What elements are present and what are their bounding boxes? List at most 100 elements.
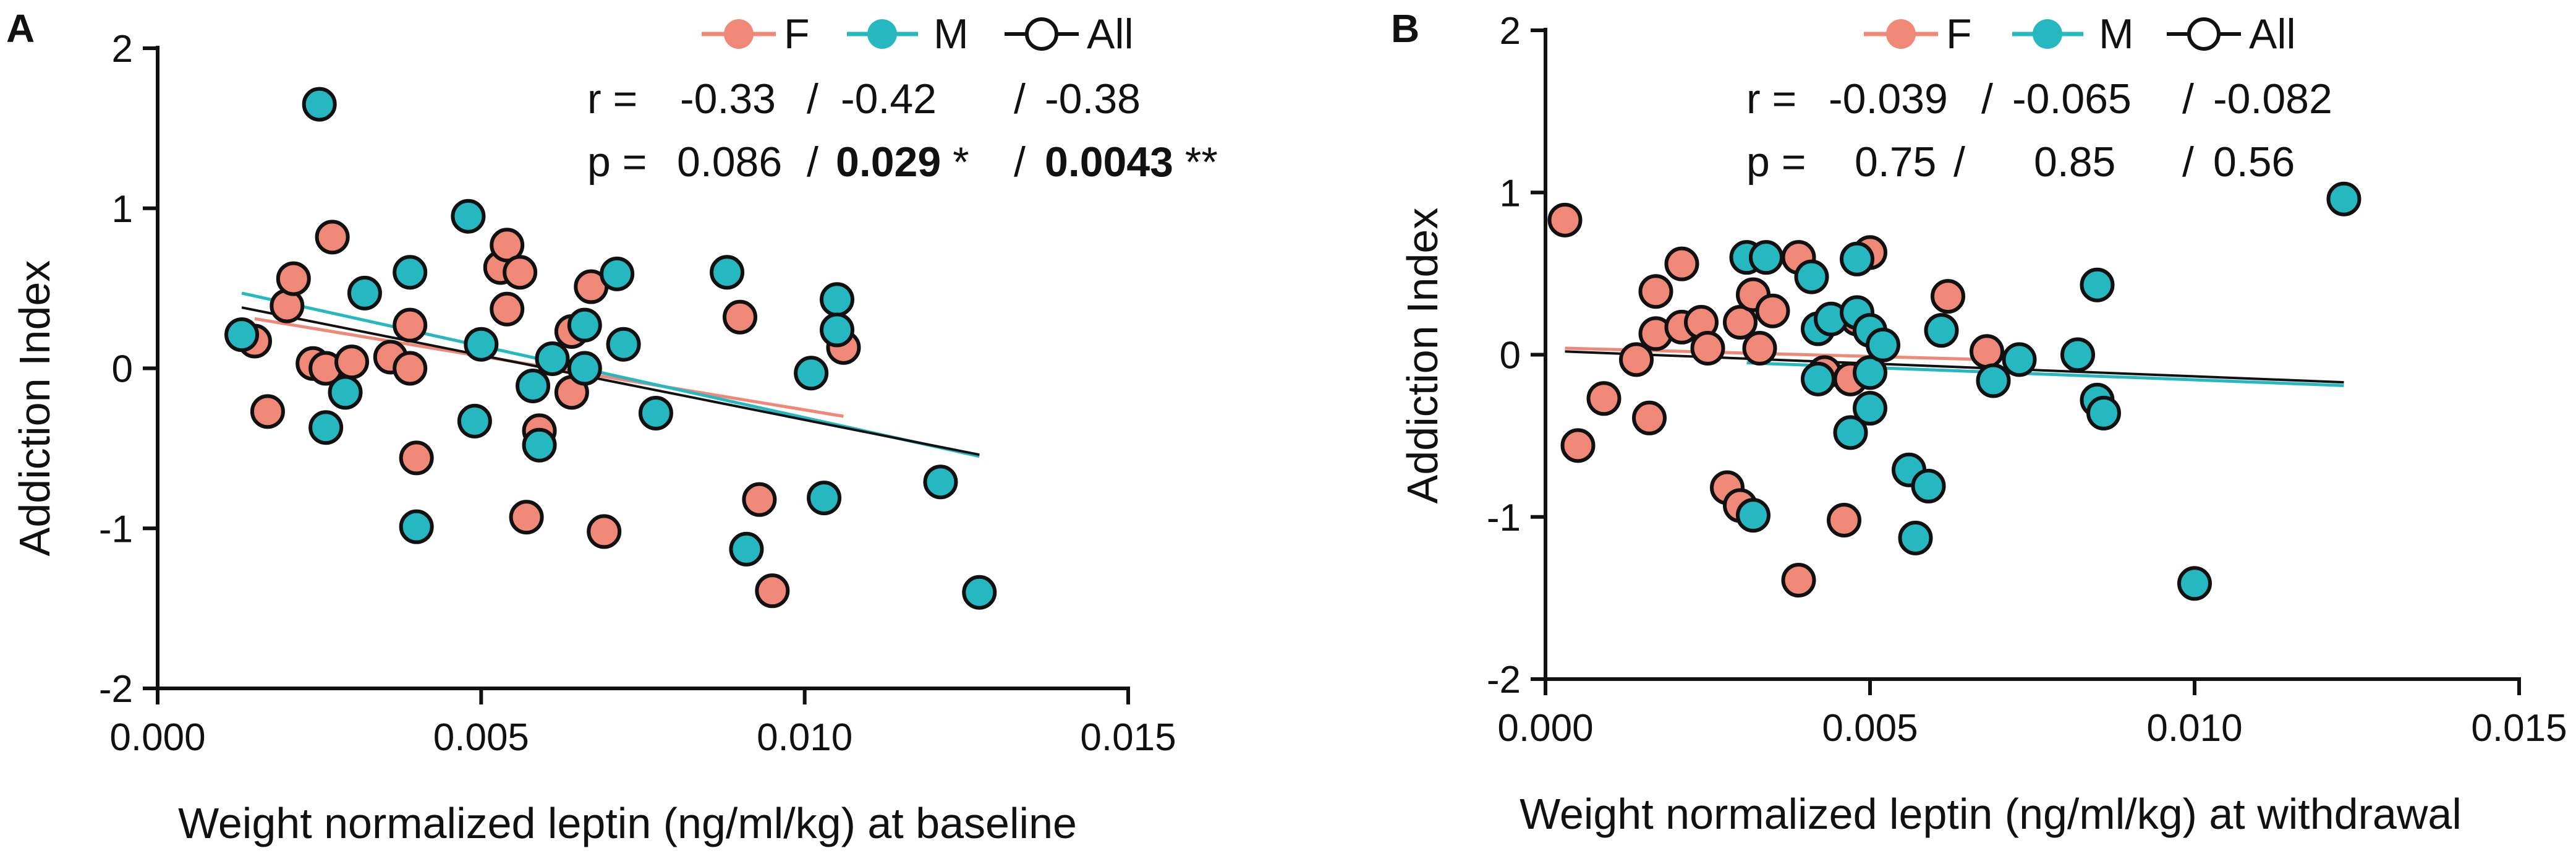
point-f-b [1632,400,1667,435]
point-m-a [457,403,492,439]
r-sep1-a: / [807,75,818,122]
point-m-b [1794,259,1829,294]
x-tick-label-a: 0.000 [109,716,205,759]
point-f-b [1931,279,1965,314]
y-tick-label-a: 1 [112,188,133,231]
y-axis-title-a: Addiction Index [11,260,59,557]
legend-marker-f-b [1886,19,1916,49]
x-tick-label-a: 0.005 [433,716,529,759]
y-tick-label-a: 0 [112,348,133,391]
point-m-b [1853,391,1887,426]
p-value-f-a: 0.086 [677,139,782,186]
point-f-b [1690,331,1725,366]
point-m-a [393,255,428,290]
y-tick-label-b: 0 [1500,335,1521,377]
r-value-all-a: -0.38 [1045,75,1141,122]
point-m-a [516,368,551,403]
p-sep1-a: / [807,139,818,186]
r-value-all-b: -0.082 [2213,75,2332,122]
point-m-b [2002,342,2037,377]
x-axis-title-b: Weight normalized leptin (ng/ml/kg) at w… [1520,790,2462,838]
point-m-b [1898,520,1933,555]
point-m-b [1853,355,1887,390]
panel-letter-a: A [6,6,35,51]
point-f-b [1781,563,1816,598]
point-m-a [606,327,641,362]
x-tick-label-b: 0.005 [1822,707,1918,750]
r-prefix-b: r = [1746,75,1796,122]
p-value-all-b: 0.56 [2213,139,2295,186]
point-f-b [1619,342,1654,377]
point-f-a [587,514,622,549]
point-f-a [399,440,434,476]
point-m-a [224,317,260,353]
point-f-b [1742,331,1777,366]
legend-marker-all [1025,17,1058,51]
panel-a: A 2 1 0 -1 -2 0.000 0.005 0.010 0.015 Addiction … [6,6,1218,847]
y-tick-label-a: 2 [112,28,133,71]
point-f-b [1560,428,1596,463]
y-tick-label-b: -1 [1487,497,1521,539]
point-m-b [1801,361,1835,396]
point-f-b [1723,305,1758,340]
legend-marker-m [867,19,897,49]
point-f-a [755,573,790,609]
legend-marker-f [724,19,754,49]
r-sep2-b: / [2182,75,2194,122]
point-f-a [276,261,311,296]
p-value-f-b: 0.75 [1855,139,1936,186]
p-values-b: p = 0.75 / 0.85 / 0.56 [1746,139,2295,186]
point-m-b [2326,181,2361,216]
point-m-b [2080,267,2115,302]
r-value-f-a: -0.33 [680,75,776,122]
point-m-b [1736,498,1770,533]
axes-b: 2 1 0 -1 -2 0.000 0.005 0.010 0.015 [1487,10,2567,750]
point-m-a [308,410,344,445]
point-f-a [509,500,544,535]
x-tick-label-b: 0.010 [2146,707,2242,750]
p-stars-all-a: ** [1185,139,1218,186]
r-values-a: r = -0.33 / -0.42 / -0.38 [587,75,1141,122]
legend-label-f-b: F [1946,11,1972,58]
y-tick-label-b: 1 [1500,172,1521,215]
point-m-a [807,481,842,516]
point-m-a [328,375,363,410]
point-f-a [334,345,369,380]
point-m-b [2060,337,2095,372]
point-m-a [567,351,602,386]
point-f-b [1664,246,1699,281]
y-tick-label-b: -2 [1487,659,1521,701]
point-f-b [1547,202,1583,238]
point-m-a [923,464,958,500]
point-m-a [567,307,602,343]
point-f-a [490,228,525,263]
scatter-points-a [224,87,997,610]
r-value-m-b: -0.065 [2012,75,2132,122]
point-f-a [315,220,350,255]
fit-line-all-a [241,306,980,456]
fit-lines-b [1565,346,2344,387]
p-sep2-b: / [2182,139,2194,186]
point-m-a [600,256,635,291]
point-m-a [302,87,337,122]
panel-letter-b: B [1391,6,1419,51]
x-tick-label-b: 0.000 [1497,707,1593,750]
point-m-a [464,327,499,362]
point-m-a [638,395,673,430]
point-f-a [393,307,428,343]
scatter-points-b [1547,181,2361,601]
legend-label-f: F [784,11,810,58]
r-value-m-a: -0.42 [841,75,937,122]
x-tick-label-a: 0.015 [1080,716,1176,759]
legend-label-all: All [1087,11,1134,58]
legend-marker-m-b [2033,19,2062,49]
point-m-a [522,427,557,463]
r-sep2-a: / [1014,75,1026,122]
point-f-b [1638,274,1673,309]
p-prefix-a: p = [587,139,647,186]
point-m-a [347,275,382,310]
point-m-b [2086,395,2121,430]
p-stars-m-a: * [953,139,969,186]
p-values-a: p = 0.086 / 0.029 * / 0.0043 ** [587,139,1218,186]
panel-b: B 2 1 0 -1 -2 0.000 0.005 0.010 0.015 Addiction … [1391,6,2567,838]
